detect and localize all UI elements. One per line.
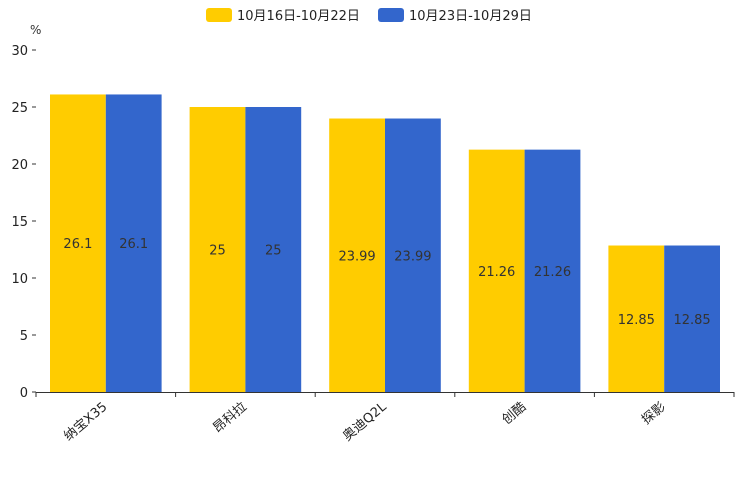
bar: [468, 149, 525, 392]
y-axis: 0 5 10 15 20 25 30: [11, 44, 36, 401]
y-tick-label: 5: [20, 329, 28, 344]
bar-value-label: 25: [265, 244, 282, 259]
bar-value-label: 23.99: [394, 249, 431, 264]
y-tick-label: 15: [11, 215, 28, 230]
bars: 26.1 26.1 25 25 23.99 23.99 21.26 21.26 12.85 12.…: [50, 94, 720, 393]
bar: [329, 118, 385, 392]
bar: [385, 118, 441, 392]
bar: [105, 94, 162, 393]
x-tick-label: 探影: [639, 400, 669, 428]
bar-value-label: 12.85: [618, 313, 655, 328]
x-tick-label: 纳宝X35: [61, 400, 110, 445]
x-tick-label: 昂科拉: [210, 400, 250, 437]
x-tick-label: 奥迪Q2L: [340, 399, 390, 444]
bar: [664, 245, 720, 392]
bar: [189, 107, 246, 392]
y-tick-label: 20: [11, 158, 28, 173]
bar-value-label: 21.26: [478, 265, 515, 280]
legend: 10月16日-10月22日 10月23日-10月29日: [206, 8, 532, 24]
bar: [245, 107, 302, 392]
bar-value-label: 12.85: [673, 313, 710, 328]
legend-swatch: [378, 8, 404, 22]
bar-value-label: 21.26: [534, 265, 571, 280]
x-tick-label: 创酷: [500, 400, 530, 428]
bar-value-label: 26.1: [63, 237, 92, 252]
legend-swatch: [206, 8, 232, 22]
bar-value-label: 25: [209, 244, 226, 259]
bar: [50, 94, 106, 393]
bar-value-label: 23.99: [338, 249, 375, 264]
bar-value-label: 26.1: [119, 237, 148, 252]
y-tick-label: 10: [11, 272, 28, 287]
y-tick-label: 30: [11, 44, 28, 59]
legend-label: 10月16日-10月22日: [237, 9, 360, 24]
x-axis: 纳宝X35 昂科拉 奥迪Q2L 创酷 探影: [35, 392, 735, 445]
bar: [524, 149, 581, 392]
y-tick-label: 25: [11, 101, 28, 116]
y-tick-label: 0: [20, 386, 28, 401]
bar: [608, 245, 665, 392]
legend-label: 10月23日-10月29日: [409, 9, 532, 24]
y-axis-unit-label: %: [30, 23, 41, 37]
